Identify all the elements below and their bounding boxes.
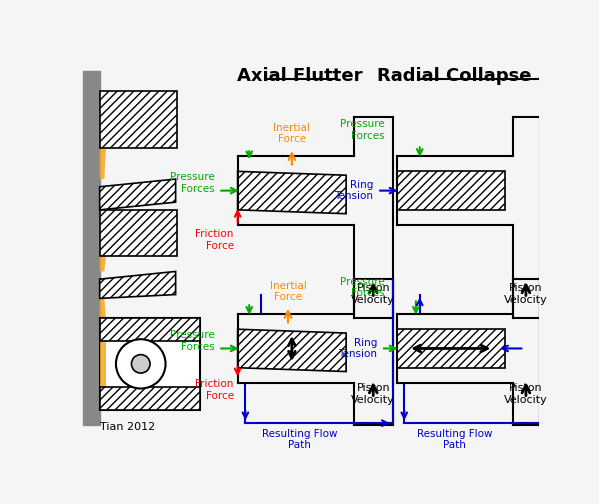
Text: Pressure
Forces: Pressure Forces [340, 277, 385, 298]
Bar [83, 71, 99, 425]
Text: Friction
Force: Friction Force [195, 380, 234, 401]
Circle shape [131, 355, 150, 373]
Bar [99, 91, 177, 148]
Polygon shape [99, 210, 106, 241]
Polygon shape [397, 329, 505, 368]
Bar [99, 387, 201, 410]
Polygon shape [397, 171, 505, 210]
Text: Piston
Velocity: Piston Velocity [504, 383, 548, 405]
Polygon shape [99, 256, 106, 272]
Polygon shape [238, 329, 346, 371]
Polygon shape [99, 272, 176, 298]
Polygon shape [99, 298, 106, 318]
Text: Resulting Flow
Path: Resulting Flow Path [262, 428, 337, 450]
Text: Axial Flutter: Axial Flutter [237, 68, 362, 85]
Text: Pressure
Forces: Pressure Forces [170, 172, 214, 194]
Text: Ring
Tension: Ring Tension [334, 180, 373, 202]
Circle shape [116, 339, 165, 389]
Text: Piston
Velocity: Piston Velocity [504, 283, 548, 304]
Text: Resulting Flow
Path: Resulting Flow Path [417, 428, 492, 450]
Text: Pressure
Forces: Pressure Forces [170, 330, 214, 352]
Text: Inertial
Force: Inertial Force [270, 281, 307, 302]
Bar [99, 318, 106, 410]
Bar [99, 318, 201, 341]
Bar [99, 210, 177, 256]
Text: Piston
Velocity: Piston Velocity [352, 383, 395, 405]
Text: Piston
Velocity: Piston Velocity [352, 283, 395, 304]
Text: Radial Collapse: Radial Collapse [377, 68, 532, 85]
Bar [99, 318, 201, 410]
Polygon shape [99, 179, 176, 210]
Text: Pressure
Forces: Pressure Forces [340, 119, 385, 141]
Text: Friction
Force: Friction Force [195, 229, 234, 250]
Text: Tian 2012: Tian 2012 [99, 422, 155, 431]
Polygon shape [99, 148, 106, 179]
Polygon shape [238, 171, 346, 214]
Text: Ring
Tension: Ring Tension [338, 338, 377, 359]
Text: Inertial
Force: Inertial Force [273, 123, 310, 145]
